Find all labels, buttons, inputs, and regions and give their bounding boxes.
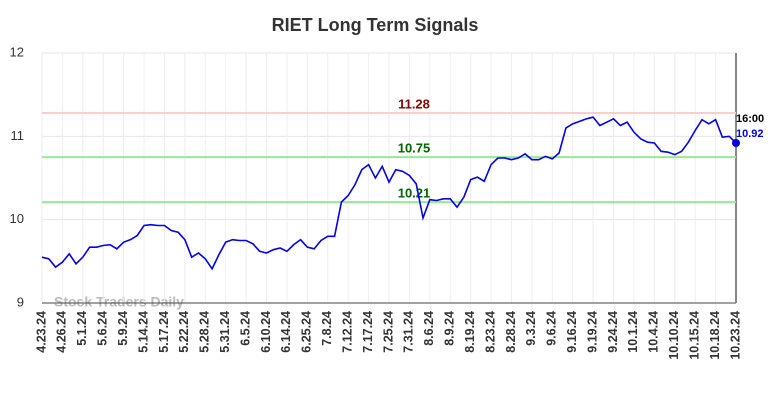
x-tick-label: 9.19.24: [585, 311, 599, 353]
y-tick-label: 12: [10, 44, 24, 59]
x-tick-label: 4.26.24: [55, 311, 69, 353]
x-tick-label: 8.19.24: [463, 311, 477, 353]
chart-title: RIET Long Term Signals: [272, 15, 479, 35]
x-tick-label: 6.25.24: [300, 311, 314, 353]
x-tick-label: 5.28.24: [198, 311, 212, 353]
x-tick-label: 7.12.24: [340, 311, 354, 353]
x-tick-label: 6.10.24: [259, 311, 273, 353]
x-tick-label: 7.17.24: [361, 311, 375, 353]
x-tick-label: 10.10.24: [667, 311, 681, 360]
x-tick-label: 5.31.24: [218, 311, 232, 353]
x-tick-label: 10.1.24: [626, 311, 640, 353]
reference-label: 10.21: [398, 186, 431, 201]
x-tick-label: 5.6.24: [96, 311, 110, 346]
x-tick-label: 5.1.24: [75, 311, 89, 346]
last-time-label: 16:00: [736, 113, 764, 125]
price-line: [41, 116, 737, 271]
watermark: Stock Traders Daily: [54, 294, 184, 310]
last-value-label: 10.92: [736, 128, 764, 140]
last-point: [732, 139, 740, 147]
x-tick-label: 5.9.24: [116, 311, 130, 346]
x-tick-label: 7.25.24: [381, 311, 395, 353]
x-tick-label: 10.23.24: [728, 311, 742, 360]
x-tick-label: 9.6.24: [545, 311, 559, 346]
x-tick-label: 10.18.24: [708, 311, 722, 360]
x-tick-label: 9.24.24: [606, 311, 620, 353]
x-tick-label: 10.4.24: [647, 311, 661, 353]
x-tick-label: 5.17.24: [157, 311, 171, 353]
x-tick-label: 8.28.24: [504, 311, 518, 353]
x-tick-label: 8.9.24: [443, 311, 457, 346]
x-tick-label: 10.15.24: [687, 311, 701, 360]
x-tick-label: 7.8.24: [320, 311, 334, 346]
reference-label: 10.75: [398, 141, 431, 156]
x-tick-label: 4.23.24: [34, 311, 48, 353]
x-tick-label: 5.14.24: [136, 311, 150, 353]
x-tick-label: 7.31.24: [402, 311, 416, 353]
y-tick-label: 9: [17, 294, 24, 309]
x-tick-label: 8.23.24: [483, 311, 497, 353]
x-tick-label: 9.16.24: [565, 311, 579, 353]
x-tick-label: 6.14.24: [279, 311, 293, 353]
y-tick-label: 11: [11, 128, 25, 143]
reference-label: 11.28: [398, 96, 430, 111]
x-tick-label: 8.6.24: [422, 311, 436, 346]
x-tick-label: 6.5.24: [238, 311, 252, 346]
x-tick-label: 5.22.24: [177, 311, 191, 353]
y-tick-label: 10: [10, 211, 24, 226]
x-tick-label: 9.3.24: [524, 311, 538, 346]
